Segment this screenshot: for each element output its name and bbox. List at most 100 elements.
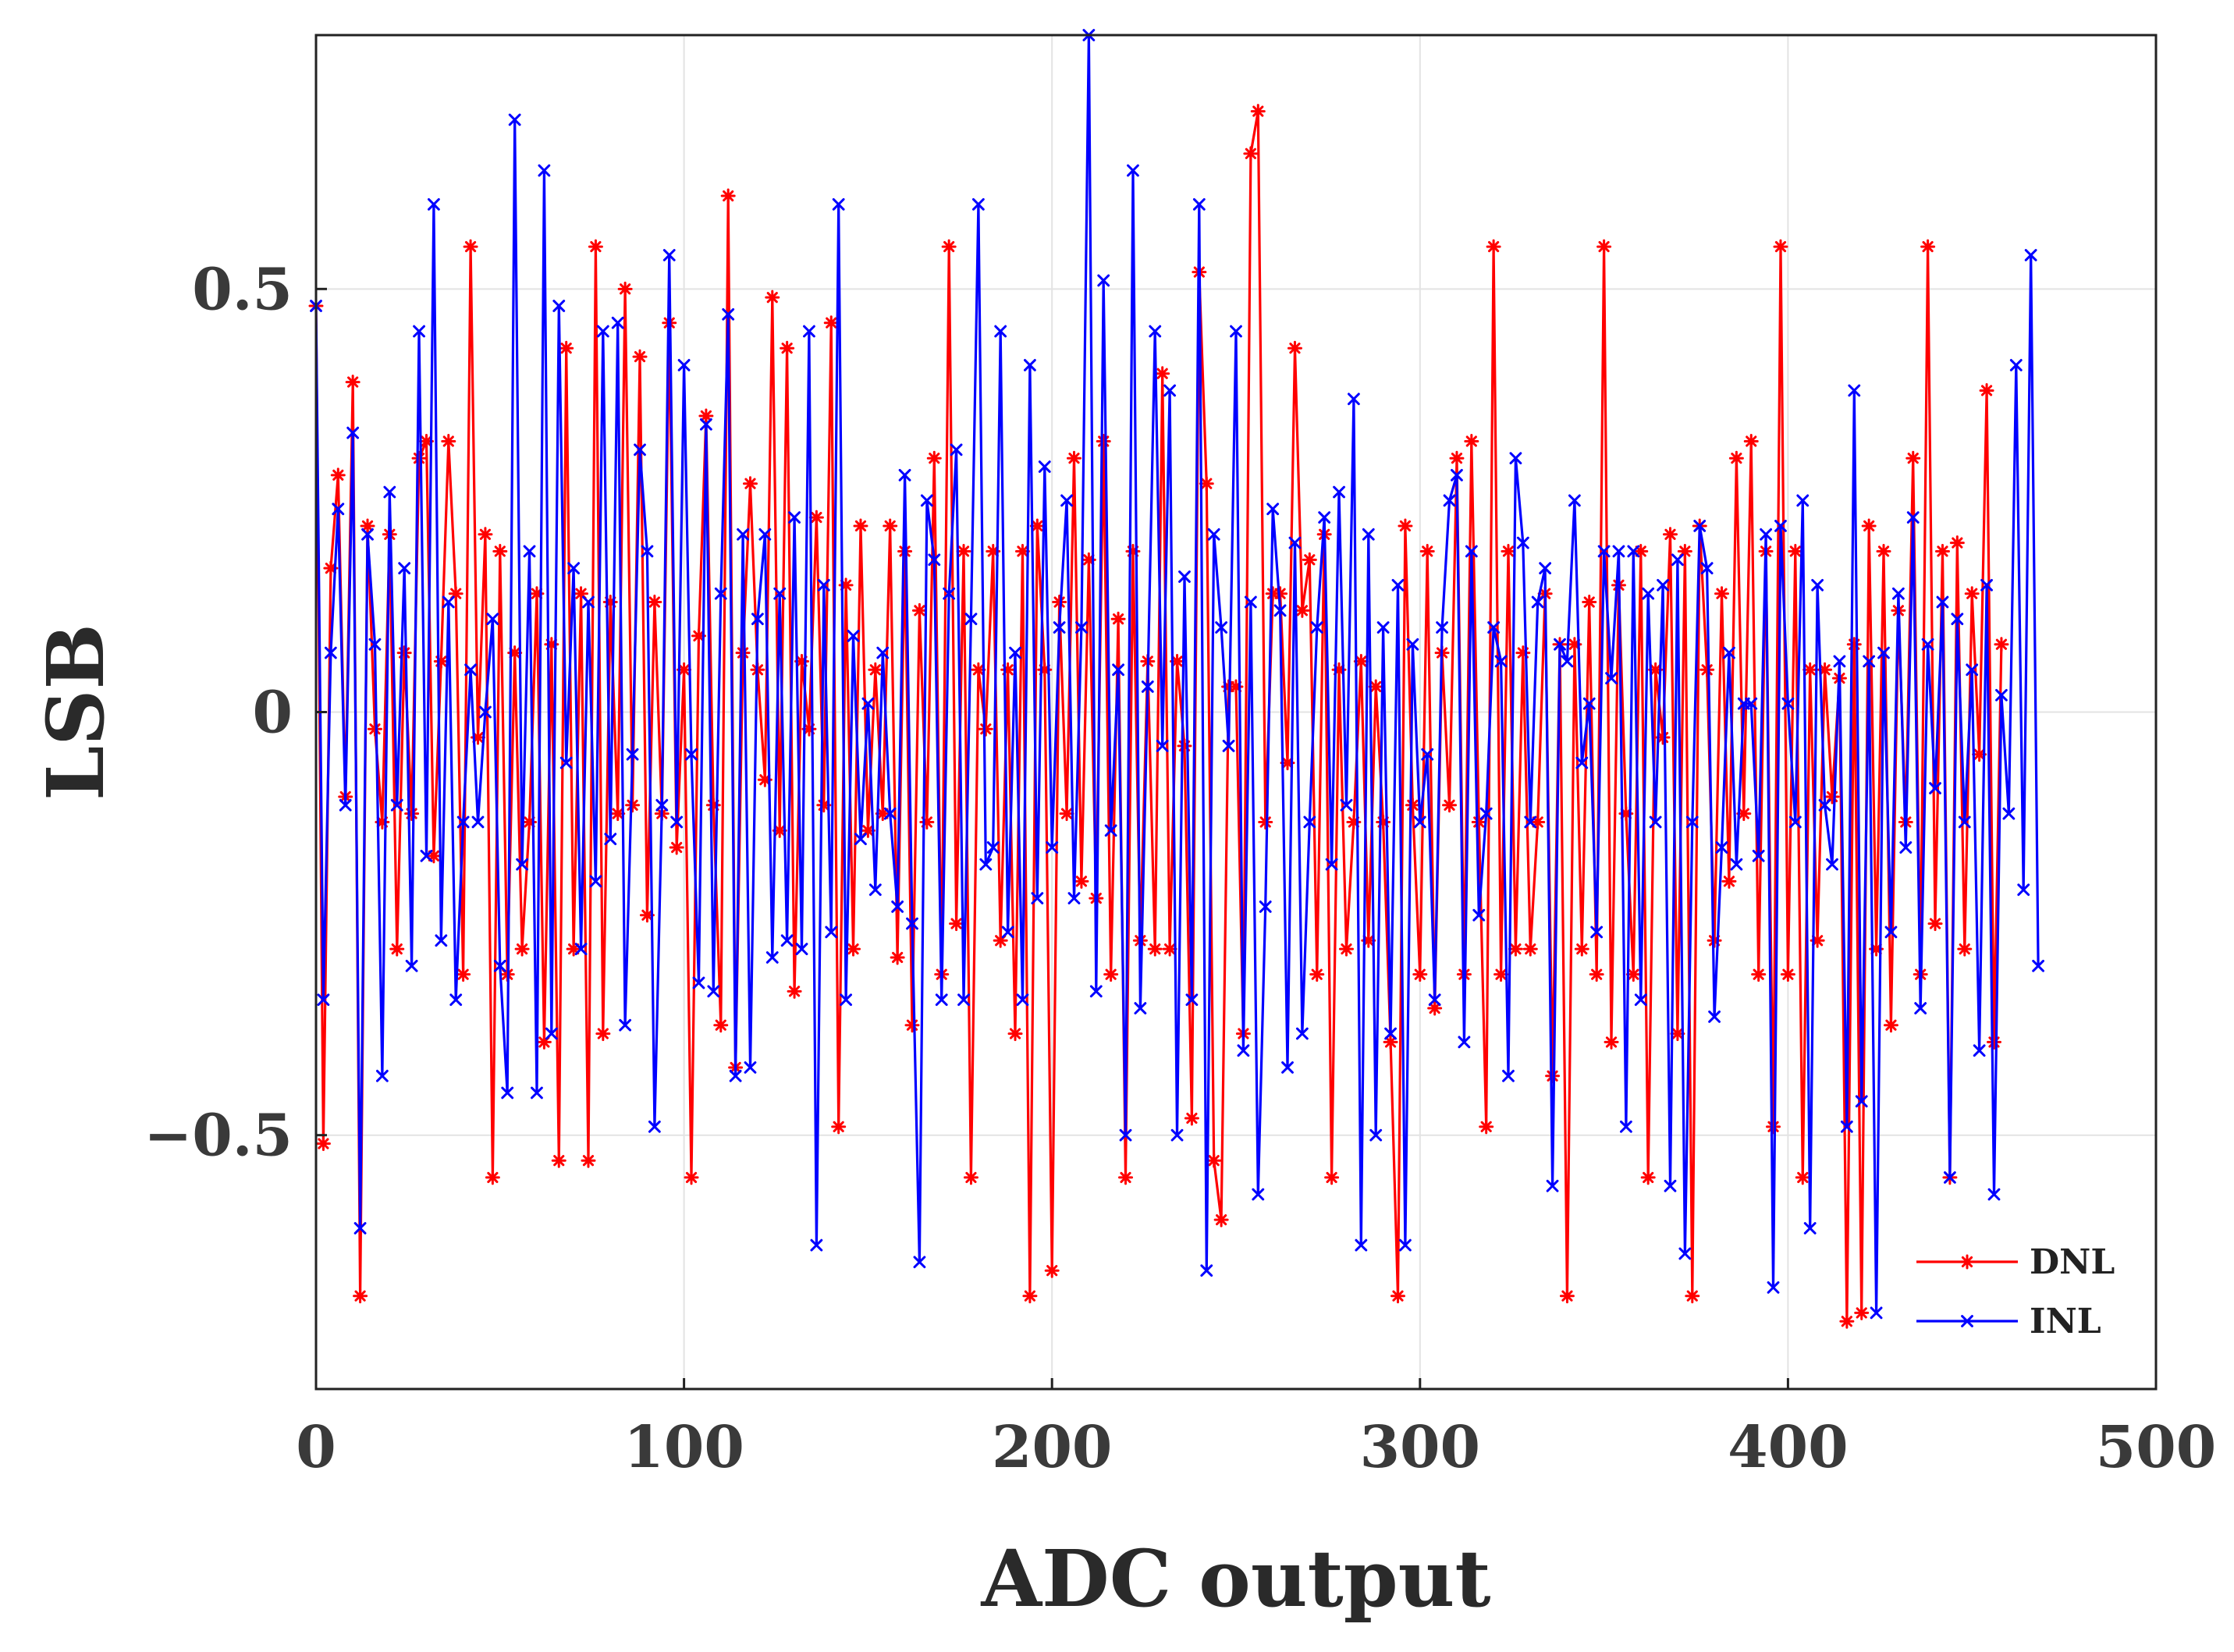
dnl-point [581, 1153, 596, 1168]
dnl-point [780, 340, 795, 356]
dnl-point [492, 543, 508, 559]
dnl-point [1515, 645, 1531, 661]
inl-point [1215, 621, 1228, 634]
dnl-point [1155, 366, 1170, 382]
inl-point [398, 562, 411, 575]
ticks: 0 100 200 300 400 500 −0.5 0 0.5 [144, 256, 2216, 1481]
dnl-point [404, 806, 420, 822]
inl-point [1781, 697, 1795, 710]
inl-point [1310, 621, 1323, 634]
dnl-point [595, 1026, 611, 1042]
dnl-point [360, 518, 375, 534]
inl-point [1075, 621, 1088, 634]
inl-point [1760, 528, 1773, 541]
dnl-point [433, 653, 449, 669]
inl-point [1678, 1247, 1692, 1260]
inl-point [1340, 798, 1353, 812]
dnl-point [926, 450, 942, 466]
inl-point [1376, 621, 1390, 634]
inl-point [619, 1018, 632, 1032]
inl-point [1479, 807, 1493, 820]
legend-marker-inl [1961, 1315, 1973, 1327]
inl-point [1870, 1306, 1883, 1320]
inl-point [641, 545, 654, 558]
inl-point [559, 756, 573, 769]
y-axis-title: LSB [30, 623, 122, 801]
inl-point [817, 578, 830, 592]
inl-point [1642, 587, 1655, 600]
inl-point [677, 359, 691, 371]
inl-point [810, 1238, 823, 1252]
dnl-point [1508, 941, 1523, 957]
inl-point [1451, 468, 1463, 481]
inl-point [1436, 621, 1448, 634]
dnl-point [956, 543, 971, 559]
dnl-point [808, 510, 824, 525]
inl-point [1605, 672, 1618, 685]
inl-point [943, 587, 956, 600]
inl-point [773, 587, 787, 600]
inl-point [1826, 858, 1838, 871]
dnl-point [971, 662, 986, 677]
dnl-point [551, 1153, 566, 1168]
inl-point [1803, 1222, 1817, 1235]
inl-point [1384, 1027, 1397, 1040]
dnl-point [1383, 1034, 1398, 1050]
dnl-point [963, 1170, 978, 1185]
inl-point [390, 798, 403, 812]
inl-point [685, 748, 698, 761]
dnl-point [846, 941, 861, 957]
dnl-point [1662, 527, 1678, 542]
dnl-point [1788, 543, 1803, 559]
inl-point [1009, 646, 1021, 659]
dnl-point [647, 595, 662, 610]
dnl-point [559, 340, 574, 356]
inl-point [493, 959, 506, 972]
inl-point [464, 663, 477, 677]
inl-point [1024, 359, 1036, 371]
inl-point [2017, 883, 2030, 897]
dnl-point [1250, 104, 1266, 119]
inl-point [1369, 1128, 1383, 1142]
inl-point [1929, 782, 1941, 794]
inl-point [788, 511, 801, 524]
dnl-point [1920, 239, 1936, 254]
inl-point [501, 1086, 514, 1100]
inl-point [1767, 1281, 1780, 1294]
dnl-point [514, 941, 530, 957]
inl-point [1685, 815, 1699, 829]
inl-point [1796, 494, 1810, 507]
inl-point [913, 1256, 926, 1269]
dnl-point [1398, 518, 1413, 534]
inl-point [1185, 993, 1199, 1007]
dnl-point [1582, 595, 1597, 610]
dnl-point [1419, 543, 1435, 559]
inl-point [935, 993, 948, 1007]
inl-point [1818, 798, 1831, 812]
y-tick-label: −0.5 [144, 1103, 293, 1170]
inl-point [1693, 520, 1707, 532]
dnl-point [1206, 1153, 1222, 1168]
inl-point [508, 113, 521, 126]
inl-point [1966, 663, 1979, 677]
dnl-point [1625, 967, 1641, 982]
inl-point [1546, 1179, 1559, 1192]
dnl-point [698, 408, 714, 424]
inl-point [486, 613, 499, 626]
dnl-point [1118, 1170, 1134, 1185]
inl-point [1715, 841, 1728, 854]
inl-point [861, 697, 875, 710]
inl-point [383, 485, 396, 499]
y-tick-label: 0.5 [192, 256, 293, 323]
inl-point [964, 613, 978, 626]
dnl-point [978, 721, 993, 737]
inl-point [1877, 646, 1890, 659]
dnl-point [485, 1170, 500, 1185]
inl-point [1561, 655, 1574, 668]
dnl-point [1883, 1018, 1898, 1033]
dnl-point [742, 476, 758, 492]
inl-point [1141, 680, 1154, 693]
inl-point [2002, 807, 2016, 820]
dnl-point [1074, 873, 1089, 889]
